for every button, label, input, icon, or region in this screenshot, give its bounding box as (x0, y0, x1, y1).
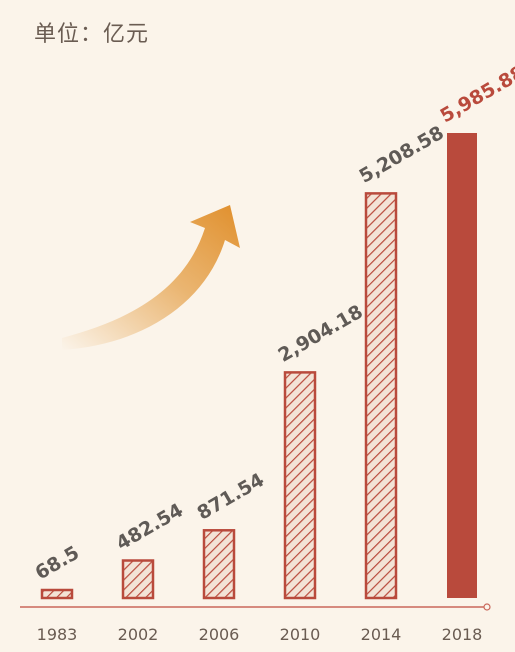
value-label-2010: 2,904.18 (275, 301, 367, 367)
unit-label: 单位：亿元 (34, 22, 150, 47)
x-tick-label-2006: 2006 (199, 625, 240, 644)
bar-2014 (364, 192, 398, 600)
x-tick-label-2002: 2002 (118, 625, 159, 644)
value-label-1983: 68.5 (32, 542, 84, 584)
bar-2006 (202, 529, 236, 600)
value-label-2006: 871.54 (194, 469, 269, 525)
x-tick-label-2010: 2010 (280, 625, 321, 644)
bar-2018 (447, 133, 477, 598)
growth-arrow-icon (62, 205, 240, 350)
value-label-2002: 482.54 (113, 499, 188, 555)
x-tick-label-2014: 2014 (361, 625, 402, 644)
value-label-2014: 5,208.58 (356, 122, 448, 188)
x-tick-label-2018: 2018 (442, 625, 483, 644)
bar-2002 (121, 559, 155, 600)
x-axis-end-dot (483, 603, 491, 611)
x-tick-label-1983: 1983 (37, 625, 78, 644)
bar-2010 (283, 371, 317, 600)
value-label-2018: 5,985.88 (437, 61, 515, 127)
bar-1983 (40, 588, 74, 600)
